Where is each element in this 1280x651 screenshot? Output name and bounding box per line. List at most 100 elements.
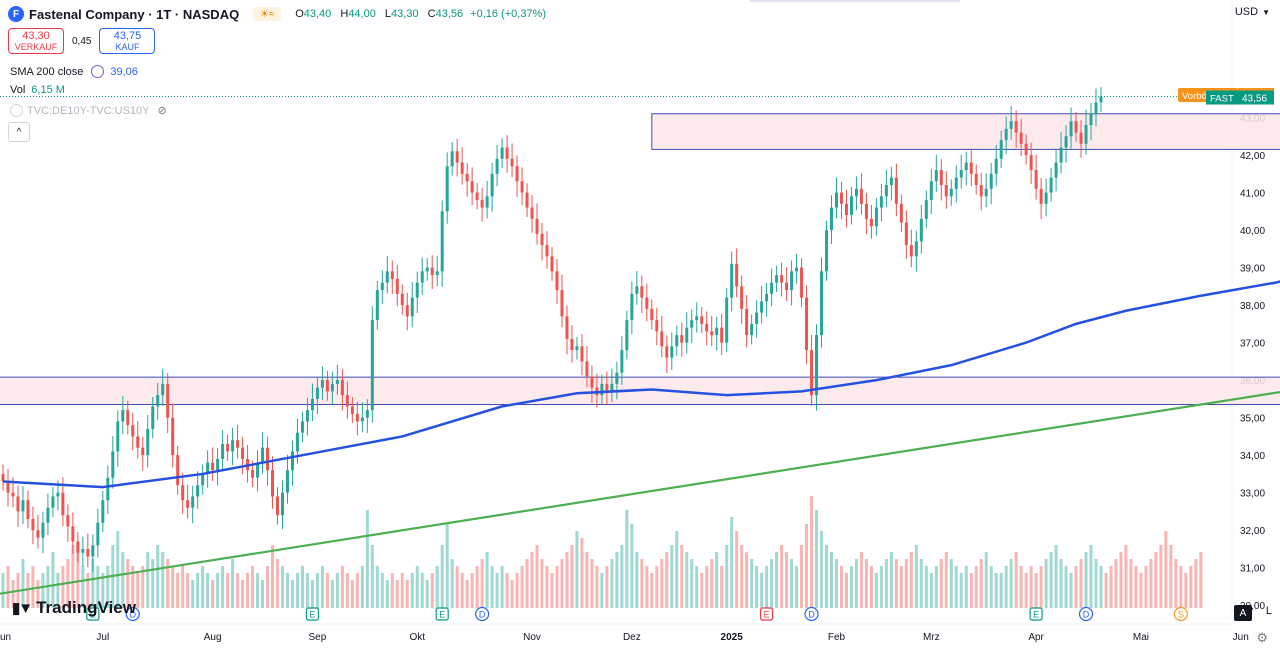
candle — [720, 313, 724, 356]
candle — [570, 324, 574, 363]
candle — [805, 285, 809, 365]
volume-bar — [879, 566, 883, 608]
candle-body — [545, 245, 549, 257]
y-tick-label: 38,00 — [1240, 301, 1265, 312]
candle — [839, 181, 843, 220]
candle — [894, 163, 898, 217]
candles-layer — [1, 87, 1103, 572]
candle-body — [380, 282, 384, 291]
candle — [590, 365, 594, 404]
volume-bar — [11, 580, 15, 608]
candle — [740, 275, 744, 325]
close-value: 43,56 — [435, 8, 464, 20]
candle — [370, 306, 374, 423]
volume-bar — [1179, 566, 1183, 608]
x-tick-label: Feb — [828, 632, 846, 643]
volume-bar — [251, 566, 255, 608]
volume-bar — [760, 573, 764, 608]
volume-bar — [595, 566, 599, 608]
candle-body — [590, 376, 594, 388]
candle — [800, 258, 804, 307]
candle — [66, 504, 70, 542]
volume-bar — [196, 573, 200, 608]
candle-body — [510, 158, 514, 167]
candle-body — [1039, 188, 1043, 204]
candle — [256, 450, 260, 492]
candle-body — [909, 245, 913, 257]
volume-bar — [745, 552, 749, 608]
candle-body — [26, 500, 30, 519]
candle-body — [495, 158, 499, 174]
volume-bar — [660, 559, 664, 608]
candle-body — [834, 192, 838, 208]
candle — [944, 171, 948, 209]
candle — [530, 195, 534, 233]
candle-body — [16, 496, 20, 512]
candle-body — [96, 522, 100, 546]
volume-bar — [101, 573, 105, 608]
volume-bar — [600, 573, 604, 608]
candle — [241, 436, 245, 475]
volume-bar — [615, 552, 619, 608]
volume-bar — [400, 573, 404, 608]
candle — [340, 369, 344, 411]
volume-bar — [834, 559, 838, 608]
candle — [261, 432, 265, 474]
candle-body — [670, 346, 674, 358]
volume-bar — [81, 566, 85, 608]
sell-button[interactable]: 43,30 VERKAUF — [8, 28, 64, 54]
candle — [869, 204, 873, 239]
volume-bar — [675, 531, 679, 608]
collapse-legend-button[interactable]: ^ — [8, 122, 30, 142]
candle — [400, 284, 404, 315]
candle-body — [335, 380, 339, 384]
candle-body — [815, 335, 819, 396]
candle-body — [535, 218, 539, 234]
candle-body — [530, 207, 534, 219]
candle-body — [884, 185, 888, 197]
volume-bar — [560, 559, 564, 608]
volume-bar — [894, 559, 898, 608]
volume-bar — [864, 559, 868, 608]
candle-body — [565, 316, 569, 339]
candle — [141, 436, 145, 471]
high-value: 44,00 — [348, 8, 376, 20]
sma-indicator-legend[interactable]: SMA 200 close 39,06 — [10, 65, 138, 78]
hidden-eye-icon[interactable]: ⊘ — [157, 105, 167, 117]
candle-body — [755, 312, 759, 324]
candle-body — [1024, 143, 1028, 156]
candle-body — [375, 290, 379, 321]
gear-icon[interactable]: ⚙ — [1256, 630, 1268, 645]
volume-bar — [924, 566, 928, 608]
candle-body — [355, 413, 359, 422]
candle-body — [650, 308, 654, 321]
candle — [285, 454, 289, 504]
volume-indicator-legend[interactable]: Vol 6,15 M — [10, 84, 65, 96]
volume-bar — [1014, 552, 1018, 608]
candle-body — [320, 380, 324, 388]
candle-body — [51, 496, 55, 508]
compare-indicator-legend[interactable]: TVC:DE10Y-TVC:US10Y ⊘ — [10, 104, 167, 117]
log-scale-button[interactable]: L — [1265, 605, 1272, 617]
volume-bar — [116, 531, 120, 608]
open-value: 43,40 — [303, 8, 332, 20]
candle — [725, 288, 729, 353]
auto-scale-button[interactable]: A — [1234, 605, 1252, 621]
candle — [540, 222, 544, 261]
buy-button[interactable]: 43,75 KAUF — [99, 28, 156, 54]
volume-bar — [1129, 559, 1133, 608]
candle — [545, 231, 549, 269]
volume-bar — [76, 552, 80, 608]
candle-body — [485, 196, 489, 208]
volume-bar — [765, 566, 769, 608]
tradingview-logo[interactable]: ▮▼ TradingView — [12, 598, 136, 618]
volume-bar — [700, 573, 704, 608]
candle-body — [370, 320, 374, 411]
volume-bar — [934, 566, 938, 608]
candle — [750, 314, 754, 345]
currency-selector[interactable]: USD ▼ — [1235, 6, 1270, 18]
symbol-title[interactable]: Fastenal Company · 1T · NASDAQ — [29, 6, 240, 22]
candle — [650, 299, 654, 330]
market-status-icon[interactable]: ☀≈ — [253, 7, 282, 21]
